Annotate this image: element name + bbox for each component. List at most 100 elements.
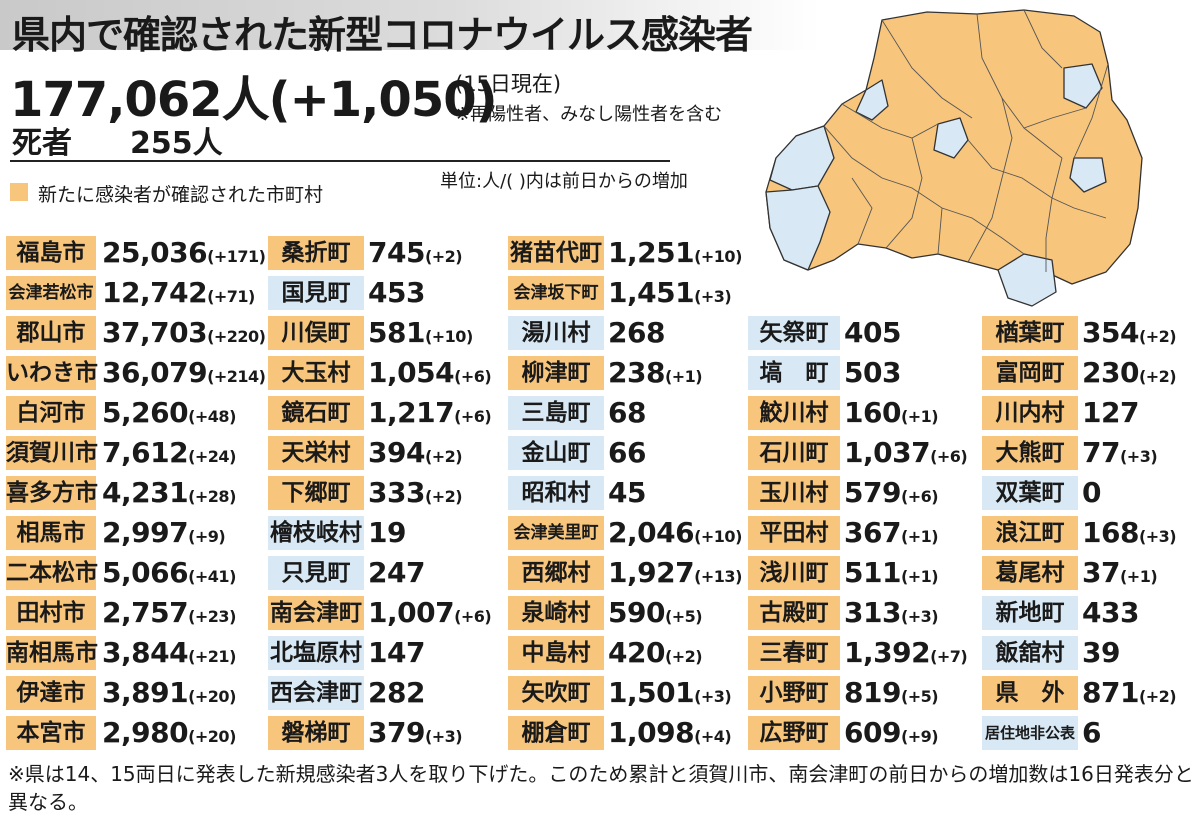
- case-total: 354: [1082, 316, 1139, 349]
- case-total: 1,392: [844, 636, 931, 669]
- case-count: 45: [608, 476, 646, 510]
- case-total: 745: [368, 236, 425, 269]
- case-count: 0: [1082, 476, 1101, 510]
- case-count: 12,742(+71): [102, 276, 255, 310]
- case-total: 819: [844, 676, 901, 709]
- municipality-name: 白河市: [6, 396, 96, 430]
- municipality-name: 古殿町: [748, 596, 840, 630]
- case-increase: (+220): [207, 327, 266, 346]
- case-total: 405: [844, 316, 901, 349]
- municipality-name: 福島市: [6, 236, 96, 270]
- case-count: 5,066(+41): [102, 556, 236, 590]
- deaths-label: 死者: [12, 126, 72, 161]
- case-total: 1,098: [608, 716, 695, 749]
- case-count: 1,251(+10): [608, 236, 742, 270]
- municipality-name: 昭和村: [508, 476, 604, 510]
- case-total: 39: [1082, 636, 1120, 669]
- municipality-name: いわき市: [6, 356, 98, 390]
- municipality-name: 喜多方市: [6, 476, 98, 510]
- case-count: 511(+1): [844, 556, 939, 590]
- municipality-name: 会津美里町: [508, 516, 604, 550]
- case-increase: (+2): [664, 647, 703, 666]
- map-region-east-2: [1069, 157, 1107, 193]
- case-increase: (+6): [454, 607, 492, 626]
- case-total: 333: [368, 476, 425, 509]
- case-count: 247: [368, 556, 425, 590]
- municipality-name: 檜枝岐村: [268, 516, 364, 550]
- case-count: 871(+2): [1082, 676, 1177, 710]
- case-count: 503: [844, 356, 901, 390]
- municipality-name: 須賀川市: [6, 436, 98, 470]
- case-increase: (+5): [900, 687, 939, 706]
- municipality-name: 下郷町: [268, 476, 364, 510]
- municipality-name: 本宮市: [6, 716, 96, 750]
- municipality-name: 石川町: [748, 436, 840, 470]
- case-count: 819(+5): [844, 676, 939, 710]
- case-count: 1,037(+6): [844, 436, 968, 470]
- case-count: 609(+9): [844, 716, 939, 750]
- municipality-name: 川内村: [982, 396, 1078, 430]
- legend-label: 新たに感染者が確認された市町村: [38, 184, 324, 206]
- municipality-name: 中島村: [508, 636, 604, 670]
- case-increase: (+3): [694, 287, 732, 306]
- unit-note: 単位:人/( )内は前日からの増加: [440, 171, 688, 192]
- total-cases: 177,062人(+1,050): [10, 72, 498, 128]
- page-title: 県内で確認された新型コロナウイルス感染者: [12, 13, 753, 57]
- case-count: 394(+2): [368, 436, 463, 470]
- municipality-name: 柳津町: [508, 356, 604, 390]
- case-count: 37,703(+220): [102, 316, 266, 350]
- case-total: 1,927: [608, 556, 695, 589]
- case-increase: (+2): [1138, 327, 1177, 346]
- as-of-date: (15日現在): [455, 72, 562, 96]
- map-region-west-2: [765, 185, 831, 271]
- case-increase: (+1): [1119, 567, 1158, 586]
- case-total: 1,451: [608, 276, 695, 309]
- case-total: 3,844: [102, 636, 189, 669]
- case-increase: (+10): [694, 247, 742, 266]
- case-count: 745(+2): [368, 236, 463, 270]
- municipality-name: 鮫川村: [748, 396, 840, 430]
- municipality-name: 桑折町: [268, 236, 364, 270]
- case-count: 367(+1): [844, 516, 939, 550]
- case-total: 503: [844, 356, 901, 389]
- municipality-name: 田村市: [6, 596, 96, 630]
- case-count: 7,612(+24): [102, 436, 236, 470]
- municipality-name: 富岡町: [982, 356, 1078, 390]
- case-increase: (+9): [188, 527, 226, 546]
- municipality-name: 三島町: [508, 396, 604, 430]
- municipality-name: 会津坂下町: [508, 276, 604, 310]
- case-increase: (+3): [900, 607, 939, 626]
- title-bar: [0, 0, 820, 50]
- case-total: 1,037: [844, 436, 931, 469]
- municipality-name: 双葉町: [982, 476, 1078, 510]
- case-count: 2,046(+10): [608, 516, 742, 550]
- case-increase: (+6): [900, 487, 939, 506]
- case-total: 2,980: [102, 716, 189, 749]
- case-increase: (+6): [930, 447, 968, 466]
- case-total: 282: [368, 676, 425, 709]
- case-increase: (+2): [424, 447, 463, 466]
- municipality-name: 楢葉町: [982, 316, 1078, 350]
- case-total: 5,066: [102, 556, 189, 589]
- municipality-name: 浪江町: [982, 516, 1078, 550]
- case-total: 609: [844, 716, 901, 749]
- municipality-name: 広野町: [748, 716, 840, 750]
- case-total: 238: [608, 356, 665, 389]
- case-total: 433: [1082, 596, 1139, 629]
- case-increase: (+2): [1138, 687, 1177, 706]
- case-total: 1,251: [608, 236, 695, 269]
- case-total: 1,501: [608, 676, 695, 709]
- case-total: 1,007: [368, 596, 455, 629]
- case-increase: (+21): [188, 647, 236, 666]
- case-total: 25,036: [102, 236, 208, 269]
- case-count: 2,980(+20): [102, 716, 236, 750]
- case-total: 313: [844, 596, 901, 629]
- case-total: 37,703: [102, 316, 208, 349]
- case-total: 5,260: [102, 396, 189, 429]
- municipality-name: 小野町: [748, 676, 840, 710]
- deaths-value: 255人: [130, 126, 223, 161]
- case-total: 2,046: [608, 516, 695, 549]
- case-increase: (+24): [188, 447, 236, 466]
- municipality-name: 天栄村: [268, 436, 364, 470]
- case-total: 77: [1082, 436, 1120, 469]
